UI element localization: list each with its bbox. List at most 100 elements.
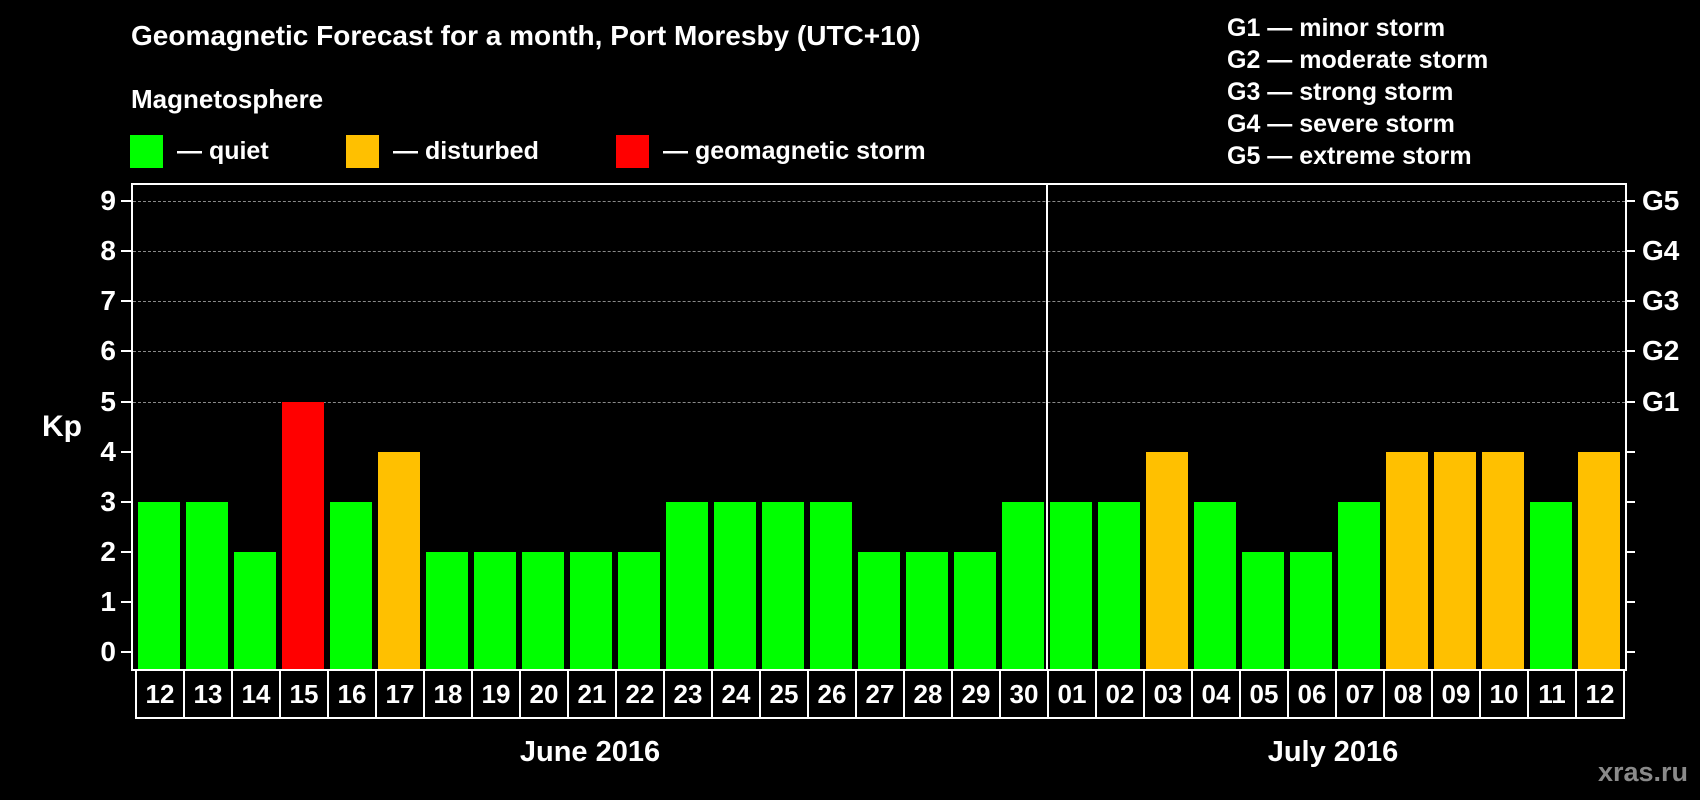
month-label-june: June 2016	[519, 736, 661, 768]
date-label: 17	[375, 669, 425, 719]
gridline	[133, 251, 1625, 253]
y-tick-label: 7	[100, 285, 116, 317]
y-tick	[121, 200, 131, 203]
bar-quiet	[1002, 501, 1044, 669]
legend-item-quiet: — quiet	[130, 134, 269, 168]
date-label: 06	[1287, 669, 1337, 719]
date-label: 28	[903, 669, 953, 719]
bar-disturbed	[1482, 451, 1524, 669]
legend-swatch-disturbed	[346, 134, 379, 168]
date-label: 20	[519, 669, 569, 719]
month-divider	[1046, 183, 1048, 669]
y-axis-label: Kp	[42, 410, 82, 443]
right-tick	[1625, 300, 1635, 303]
right-tick	[1625, 550, 1635, 553]
storm-scale-legend: G1 — minor storm G2 — moderate storm G3 …	[1227, 12, 1488, 172]
legend-title: Magnetosphere	[131, 84, 324, 114]
bar-quiet	[1098, 501, 1140, 669]
date-label: 01	[1047, 669, 1097, 719]
storm-scale-g4: G4 — severe storm	[1227, 110, 1455, 138]
bar-quiet	[954, 551, 996, 669]
right-tick	[1625, 200, 1635, 203]
storm-scale-g3: G3 — strong storm	[1227, 78, 1454, 106]
storm-level-label: G5	[1642, 185, 1680, 217]
y-tick-label: 6	[100, 335, 116, 367]
date-label: 25	[759, 669, 809, 719]
date-label: 10	[1479, 669, 1529, 719]
date-label: 15	[279, 669, 329, 719]
month-label-july: July 2016	[1267, 736, 1399, 768]
date-label: 03	[1143, 669, 1193, 719]
bar-quiet	[330, 501, 372, 669]
date-label: 14	[231, 669, 281, 719]
bar-quiet	[666, 501, 708, 669]
legend-item-storm: — geomagnetic storm	[616, 134, 926, 168]
date-label: 16	[327, 669, 377, 719]
right-tick	[1625, 250, 1635, 253]
right-tick	[1625, 500, 1635, 503]
right-tick	[1625, 651, 1635, 653]
right-tick	[1625, 350, 1635, 353]
storm-scale-g2: G2 — moderate storm	[1227, 46, 1489, 74]
y-tick	[121, 550, 131, 553]
right-tick	[1625, 450, 1635, 453]
legend-swatch-quiet	[130, 134, 163, 168]
y-tick-label: 0	[100, 636, 116, 667]
bar-disturbed	[1578, 451, 1620, 669]
bar-disturbed	[1386, 451, 1428, 669]
y-tick	[121, 350, 131, 353]
y-tick	[121, 300, 131, 303]
y-tick-label: 2	[100, 535, 116, 567]
storm-scale-g5: G5 — extreme storm	[1227, 142, 1472, 170]
bar-quiet	[522, 551, 564, 669]
date-label: 04	[1191, 669, 1241, 719]
y-tick	[121, 450, 131, 453]
y-tick	[121, 250, 131, 253]
y-tick-label: 3	[100, 485, 116, 517]
bar-quiet	[570, 551, 612, 669]
storm-scale-g1: G1 — minor storm	[1227, 14, 1446, 42]
y-tick-label: 9	[100, 185, 116, 217]
date-label: 22	[615, 669, 665, 719]
legend-label: — quiet	[177, 136, 269, 165]
bar-quiet	[474, 551, 516, 669]
date-label: 13	[183, 669, 233, 719]
date-label: 30	[999, 669, 1049, 719]
date-label: 27	[855, 669, 905, 719]
date-label: 18	[423, 669, 473, 719]
y-tick	[121, 500, 131, 503]
y-tick-label: 4	[100, 435, 116, 467]
bar-quiet	[1530, 501, 1572, 669]
y-tick-label: 8	[100, 235, 116, 267]
bar-quiet	[714, 501, 756, 669]
storm-level-label: G1	[1642, 385, 1680, 417]
bar-quiet	[762, 501, 804, 669]
date-label: 21	[567, 669, 617, 719]
legend-label: — disturbed	[393, 136, 539, 165]
y-tick	[121, 400, 131, 403]
bar-quiet	[618, 551, 660, 669]
watermark: xras.ru	[1597, 757, 1688, 787]
bar-quiet	[1338, 501, 1380, 669]
bar-quiet	[810, 501, 852, 669]
bar-quiet	[1194, 501, 1236, 669]
bar-quiet	[186, 501, 228, 669]
date-label: 07	[1335, 669, 1385, 719]
date-label: 11	[1527, 669, 1577, 719]
bar-quiet	[234, 551, 276, 669]
bar-quiet	[1242, 551, 1284, 669]
date-label: 05	[1239, 669, 1289, 719]
gridline	[133, 401, 1625, 403]
date-label: 26	[807, 669, 857, 719]
bar-quiet	[138, 501, 180, 669]
y-tick	[121, 651, 131, 653]
bar-disturbed	[378, 451, 420, 669]
date-label: 23	[663, 669, 713, 719]
gridline	[133, 201, 1625, 203]
bar-quiet	[858, 551, 900, 669]
bar-disturbed	[1434, 451, 1476, 669]
right-tick	[1625, 400, 1635, 403]
bar-storm	[282, 401, 324, 669]
legend-swatch-storm	[616, 134, 649, 168]
date-label: 24	[711, 669, 761, 719]
